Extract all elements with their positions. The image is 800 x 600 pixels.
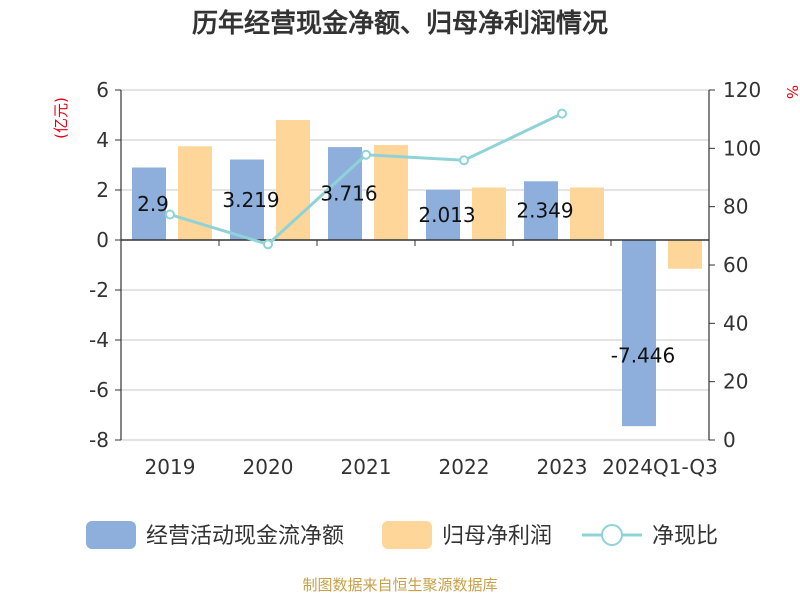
left-tick-label-0: 6 (96, 78, 109, 102)
bar-cash-flow-2024Q1-Q3 (622, 240, 656, 427)
bar-net-profit-2023 (570, 187, 604, 240)
category-label-2020: 2020 (243, 455, 294, 479)
bar-net-profit-2021 (374, 145, 408, 240)
data-label-2023: 2.349 (516, 199, 573, 223)
left-tick-label-3: 0 (96, 228, 109, 252)
bar-cash-flow-2019 (132, 167, 166, 240)
ratio-point-2020 (263, 239, 273, 250)
legend-swatch-net-profit (382, 521, 432, 549)
ratio-point-2022 (459, 155, 469, 166)
data-label-2020: 3.219 (222, 188, 279, 212)
bar-cash-flow-2022 (426, 189, 460, 240)
left-tick-label-7: -8 (89, 428, 109, 452)
bar-cash-flow-2023 (524, 181, 558, 240)
right-tick-label-1: 100 (723, 136, 761, 160)
ratio-point-2021 (361, 149, 371, 160)
ratio-point-2019 (165, 209, 175, 220)
legend-label-cash-flow: 经营活动现金流净额 (146, 524, 344, 549)
data-label-2021: 3.716 (320, 182, 377, 206)
bar-net-profit-2024Q1-Q3 (668, 240, 702, 269)
data-label-2022: 2.013 (418, 203, 475, 227)
right-tick-label-2: 80 (723, 195, 748, 219)
ratio-point-2023 (557, 108, 567, 119)
right-tick-label-4: 40 (723, 311, 748, 335)
category-label-2021: 2021 (341, 455, 392, 479)
legend-marker-ratio (601, 524, 623, 546)
bar-cash-flow-2020 (230, 159, 264, 240)
data-labels: 2.9 3.219 3.716 2.013 2.349 -7.446 (137, 182, 675, 368)
source-note: 制图数据来自恒生聚源数据库 (302, 576, 497, 594)
legend-label-ratio: 净现比 (652, 524, 718, 549)
data-label-2024Q1-Q3: -7.446 (611, 343, 675, 367)
right-tick-label-3: 60 (723, 253, 748, 277)
category-label-2022: 2022 (439, 455, 490, 479)
legend-swatch-cash-flow (86, 521, 136, 549)
category-label-2019: 2019 (145, 455, 196, 479)
right-tick-label-0: 120 (723, 78, 761, 102)
category-label-2024Q1-Q3: 2024Q1-Q3 (602, 455, 718, 479)
right-axis-unit: % (783, 85, 800, 99)
left-tick-label-2: 2 (96, 178, 109, 202)
left-tick-label-5: -4 (89, 328, 109, 352)
category-label-2023: 2023 (537, 455, 588, 479)
left-tick-label-6: -6 (89, 378, 109, 402)
gridlines (121, 89, 709, 441)
axes (120, 90, 710, 440)
left-axis-unit: (亿元) (52, 97, 70, 139)
chart-title: 历年经营现金净额、归母净利润情况 (192, 8, 608, 39)
bar-net-profit-2022 (472, 187, 506, 240)
ratio-line (165, 108, 567, 250)
left-tick-label-4: -2 (89, 278, 109, 302)
bars (132, 120, 702, 427)
legend-label-net-profit: 归母净利润 (442, 524, 552, 549)
left-tick-label-1: 4 (96, 128, 109, 152)
right-tick-label-6: 0 (723, 428, 736, 452)
data-label-2019: 2.9 (137, 192, 169, 216)
legend: 经营活动现金流净额 归母净利润 净现比 (86, 521, 718, 549)
right-tick-label-5: 20 (723, 370, 748, 394)
